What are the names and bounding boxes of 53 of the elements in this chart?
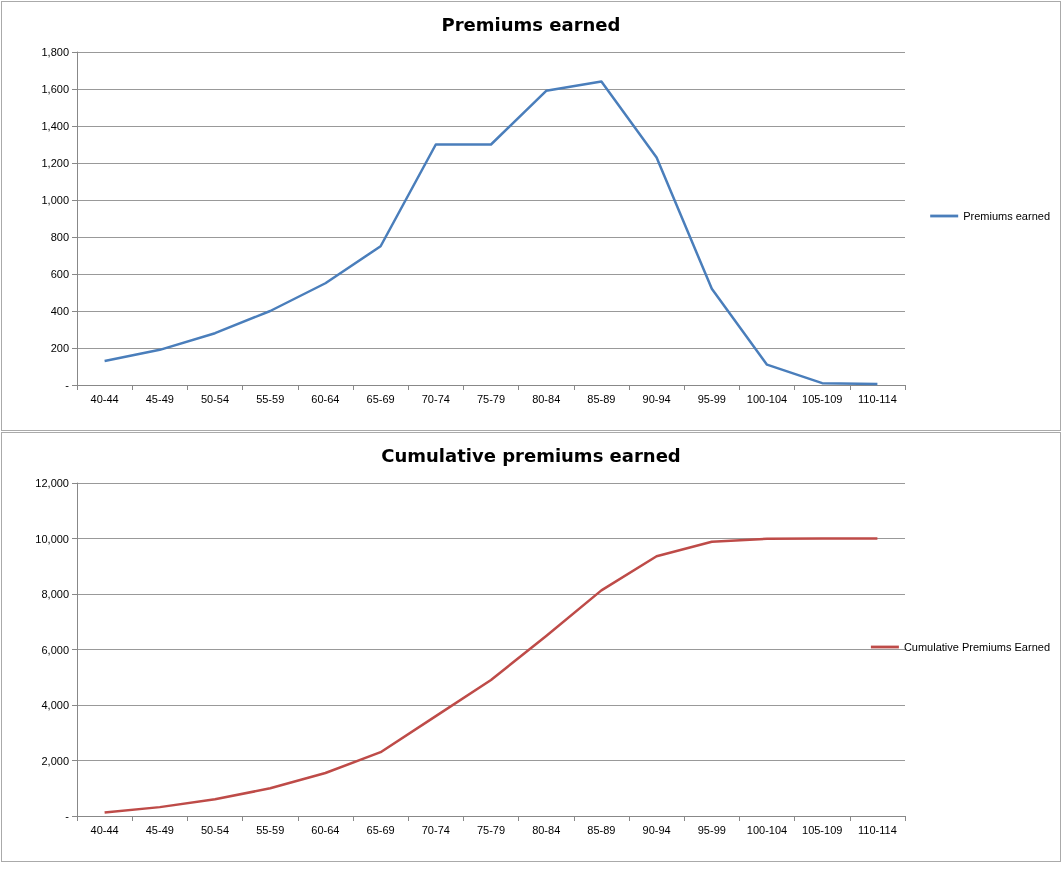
y-tick-label: 10,000 bbox=[35, 532, 69, 545]
x-tick-label: 65-69 bbox=[366, 392, 395, 405]
x-tick-label: 50-54 bbox=[200, 823, 230, 836]
line-series bbox=[103, 537, 879, 814]
x-tick-label: 105-109 bbox=[802, 392, 843, 405]
y-tick-label: 8,000 bbox=[41, 588, 69, 600]
y-tick-label: 1,800 bbox=[41, 46, 69, 58]
y-tick-label: 800 bbox=[50, 231, 69, 243]
y-tick-label: 6,000 bbox=[41, 643, 69, 656]
y-tick-label: - bbox=[65, 810, 70, 822]
y-tick-label: 400 bbox=[50, 305, 69, 317]
y-tick-label: 1,000 bbox=[41, 194, 69, 206]
x-tick-label: 45-49 bbox=[145, 392, 174, 405]
chart-title: Premiums earned bbox=[441, 13, 621, 35]
x-tick-label: 60-64 bbox=[311, 823, 340, 836]
y-tick-label: 200 bbox=[50, 342, 69, 354]
x-tick-label: 95-99 bbox=[697, 823, 726, 836]
x-tick-label: 70-74 bbox=[421, 823, 450, 836]
x-tick-label: 65-69 bbox=[366, 823, 395, 836]
legend-label: Cumulative Premiums Earned bbox=[903, 641, 1051, 653]
x-tick-label: 95-99 bbox=[697, 392, 726, 405]
x-tick-label: 60-64 bbox=[311, 392, 340, 405]
x-tick-label: 105-109 bbox=[802, 823, 843, 836]
x-tick-label: 100-104 bbox=[746, 392, 788, 405]
x-tick-label: 100-104 bbox=[746, 823, 788, 836]
x-tick-label: 55-59 bbox=[256, 823, 285, 836]
x-tick-label: 75-79 bbox=[476, 823, 506, 836]
x-tick-label: 85-89 bbox=[587, 392, 616, 405]
x-tick-label: 110-114 bbox=[858, 392, 897, 405]
x-tick-label: 50-54 bbox=[200, 392, 230, 405]
legend-label: Premiums earned bbox=[963, 210, 1051, 222]
y-tick-label: - bbox=[65, 379, 70, 391]
line-series bbox=[103, 80, 879, 386]
y-tick-label: 12,000 bbox=[35, 477, 69, 489]
x-tick-label: 55-59 bbox=[256, 392, 285, 405]
chart-title: Cumulative premiums earned bbox=[381, 444, 681, 466]
x-tick-label: 90-94 bbox=[642, 823, 671, 836]
x-tick-label: 90-94 bbox=[642, 392, 671, 405]
x-tick-label: 45-49 bbox=[145, 823, 174, 836]
x-tick-label: 80-84 bbox=[532, 392, 561, 405]
y-tick-label: 2,000 bbox=[41, 754, 69, 767]
y-tick-label: 4,000 bbox=[41, 699, 69, 711]
x-tick-label: 70-74 bbox=[421, 392, 450, 405]
y-tick-label: 1,200 bbox=[41, 157, 69, 169]
y-tick-label: 1,600 bbox=[41, 83, 69, 95]
x-tick-label: 110-114 bbox=[858, 823, 897, 836]
x-tick-label: 85-89 bbox=[587, 823, 616, 836]
x-tick-label: 40-44 bbox=[90, 823, 119, 836]
x-tick-label: 75-79 bbox=[476, 392, 506, 405]
y-tick-label: 1,400 bbox=[41, 120, 69, 132]
x-tick-label: 40-44 bbox=[90, 392, 119, 405]
x-tick-label: 80-84 bbox=[532, 823, 561, 836]
y-tick-label: 600 bbox=[50, 268, 69, 280]
